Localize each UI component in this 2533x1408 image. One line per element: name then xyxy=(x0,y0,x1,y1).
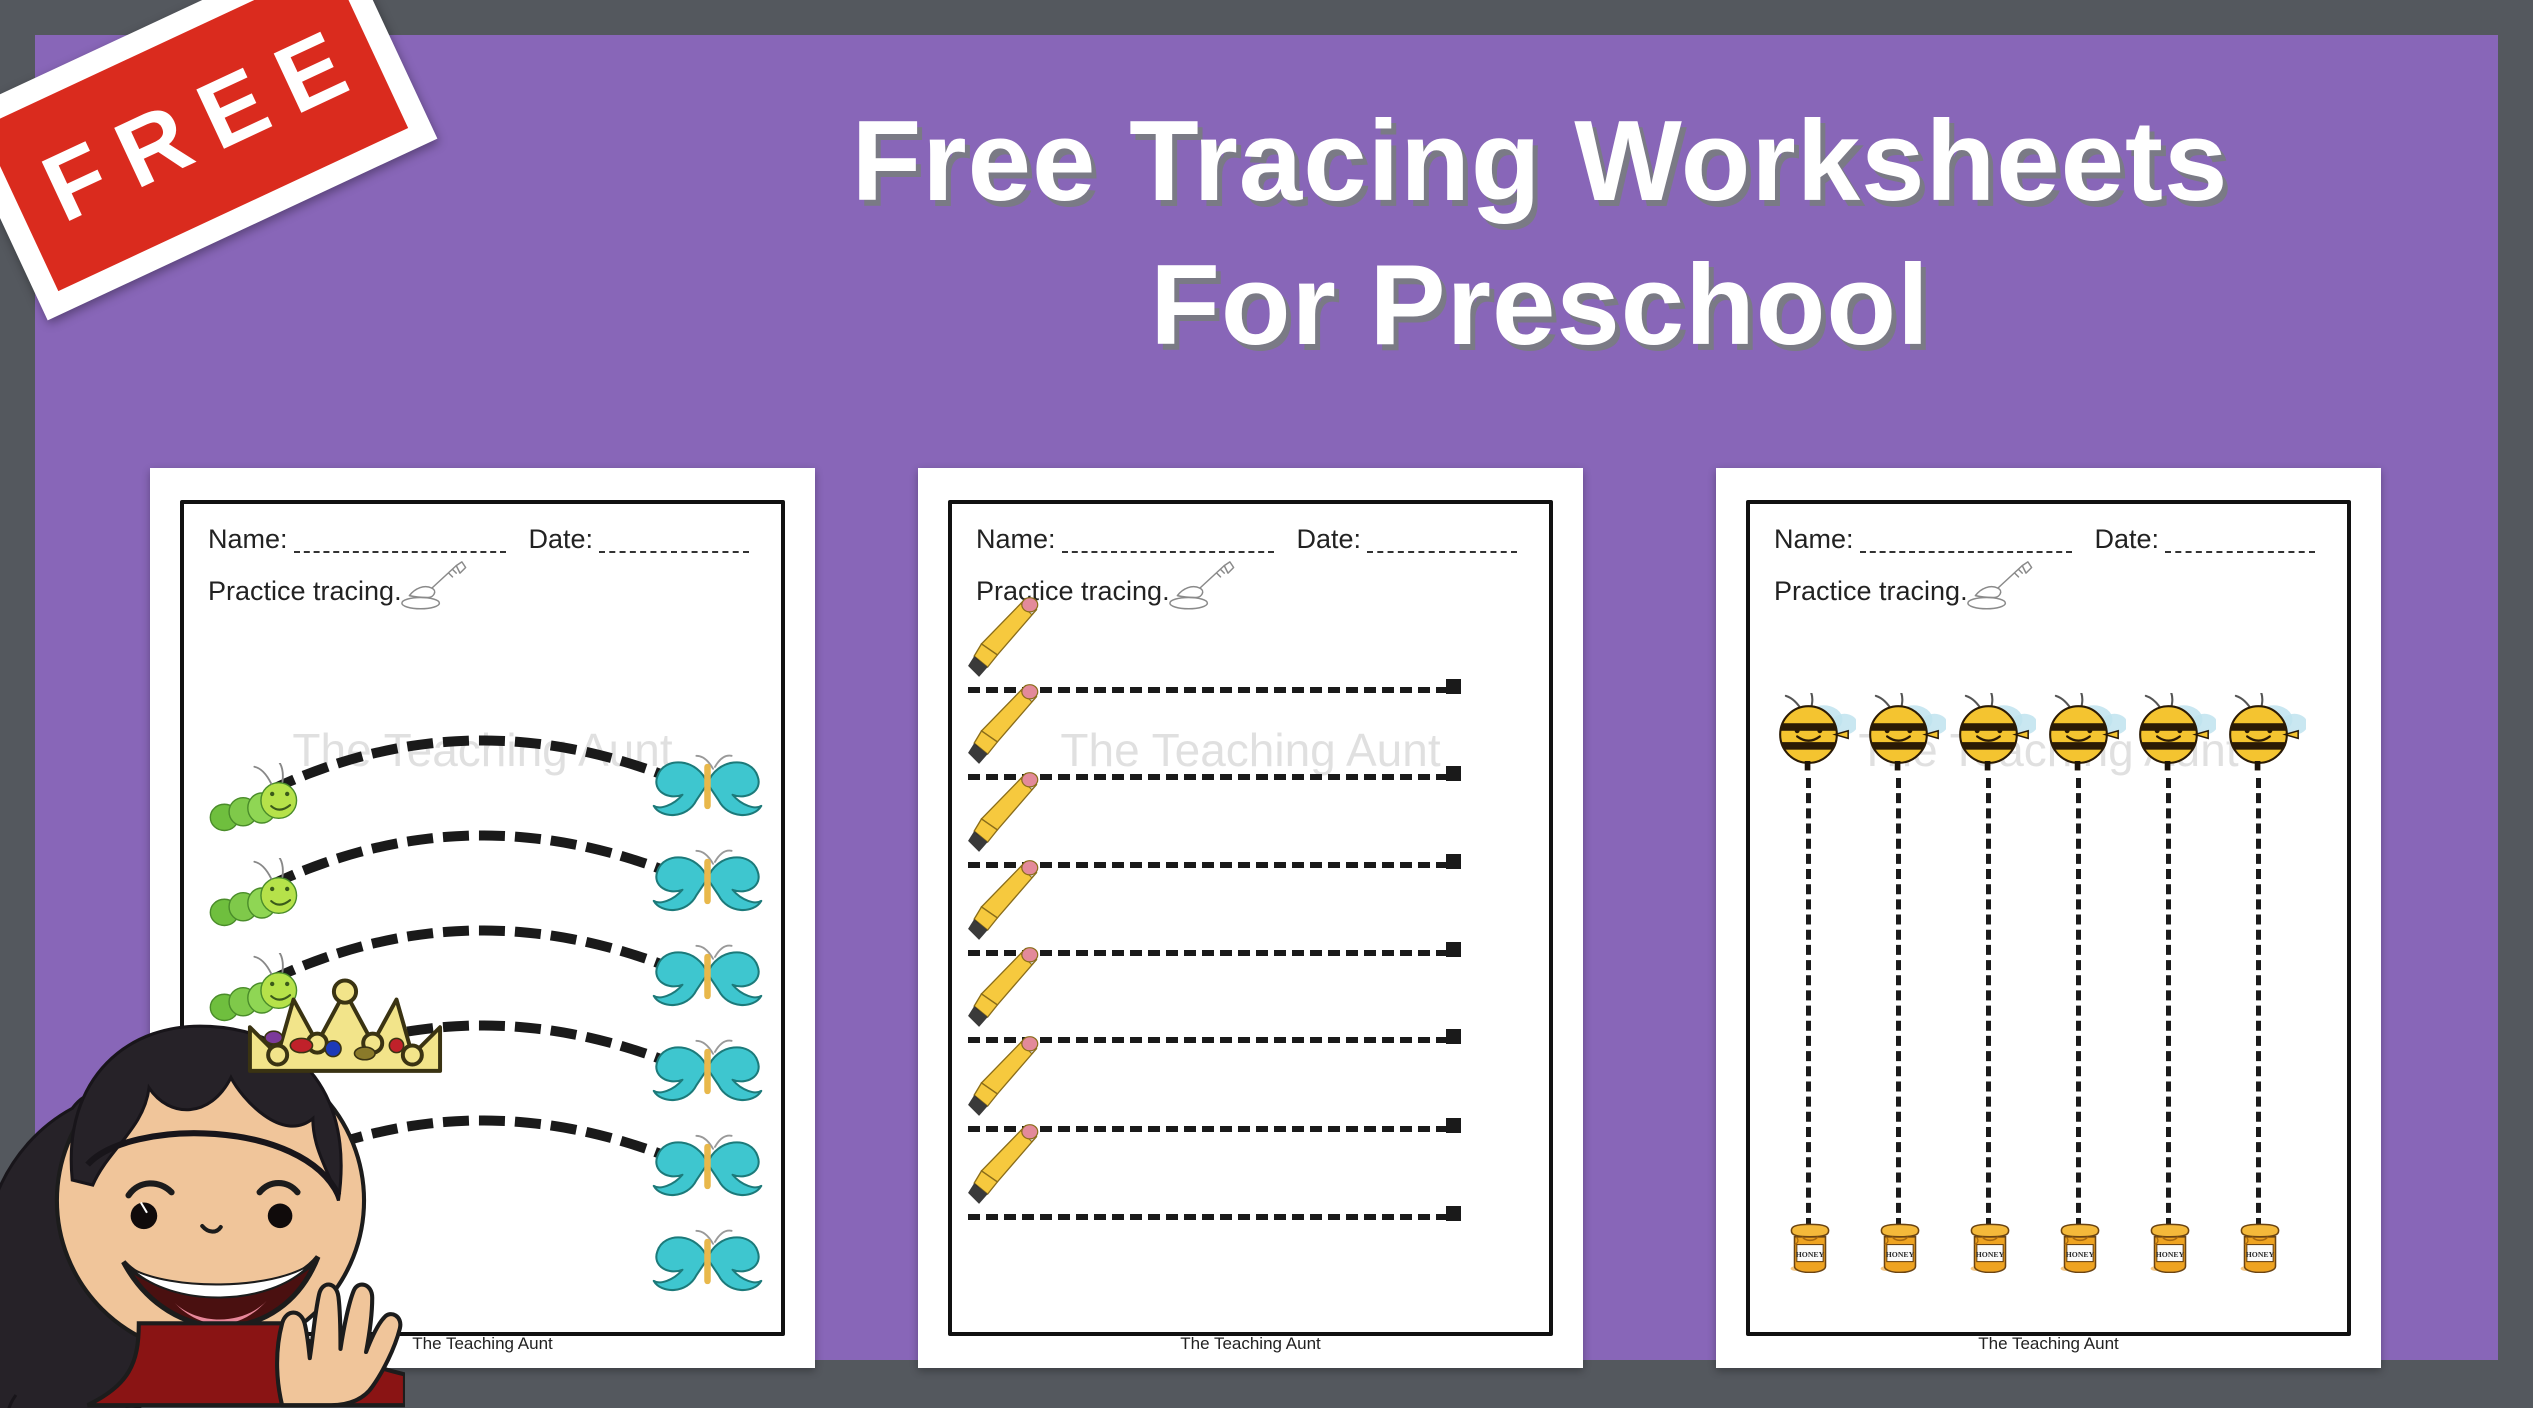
svg-text:HONEY: HONEY xyxy=(2246,1250,2275,1259)
svg-text:HONEY: HONEY xyxy=(1976,1250,2005,1259)
svg-text:HONEY: HONEY xyxy=(1796,1250,1825,1259)
svg-text:HONEY: HONEY xyxy=(2066,1250,2095,1259)
svg-text:HONEY: HONEY xyxy=(1886,1250,1915,1259)
svg-text:HONEY: HONEY xyxy=(2156,1250,2185,1259)
